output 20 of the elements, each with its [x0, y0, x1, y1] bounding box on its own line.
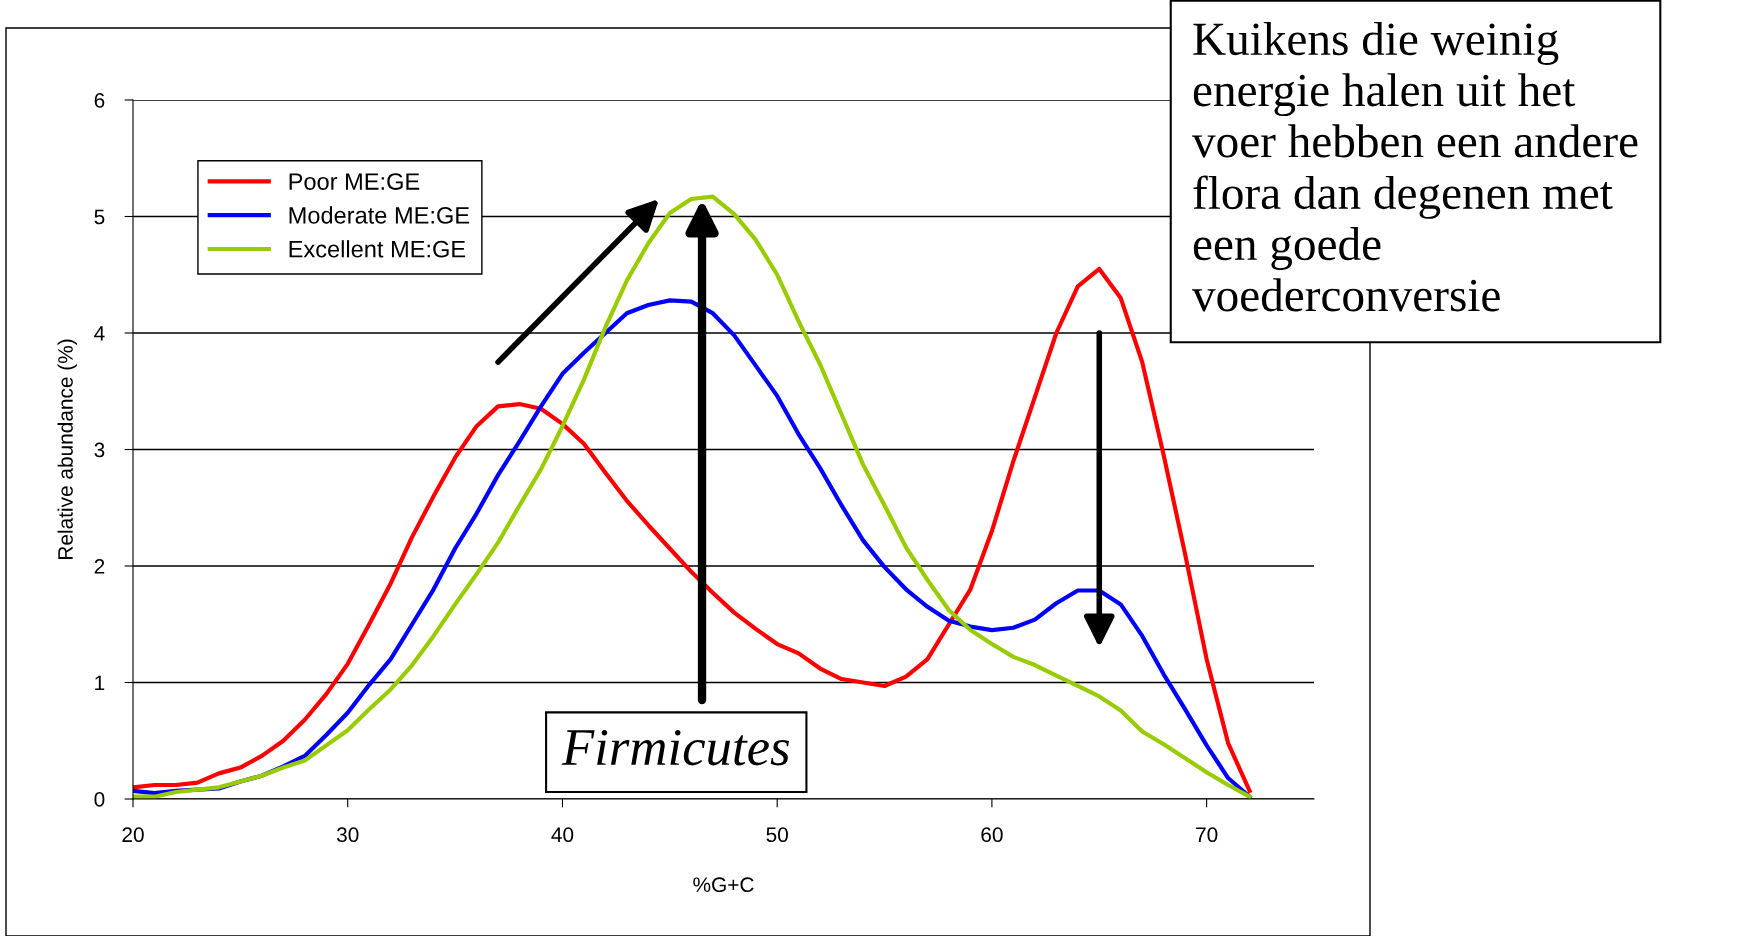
y-tick-label: 5 [94, 209, 105, 225]
y-tick-label: 4 [94, 326, 105, 341]
legend-label: Poor ME:GE [289, 173, 420, 190]
y-axis-title: Relative abundance (%) [57, 339, 77, 559]
y-tick-label: 3 [94, 442, 105, 458]
y-tick-label: 2 [94, 559, 105, 574]
annotation: Kuikens die weinig energie halen uit het voer hebben een andere flora dan degenen met een goede voederconversie [1192, 22, 1638, 312]
x-axis-title: %G+C [693, 877, 754, 893]
legend-label: Excellent ME:GE [289, 240, 466, 258]
y-tick-label: 1 [95, 675, 105, 691]
y-tick-label: 6 [94, 93, 105, 108]
x-tick-label: 30 [336, 827, 359, 843]
y-tick-label: 0 [94, 792, 105, 807]
x-tick-label: 60 [981, 827, 1003, 843]
legend-label: Moderate ME:GE [289, 206, 470, 224]
annotation: Firmicutes [561, 729, 789, 766]
x-tick-label: 40 [551, 827, 574, 843]
x-tick-label: 70 [1196, 827, 1218, 843]
x-tick-label: 50 [766, 827, 788, 843]
x-tick-label: 20 [122, 827, 144, 843]
